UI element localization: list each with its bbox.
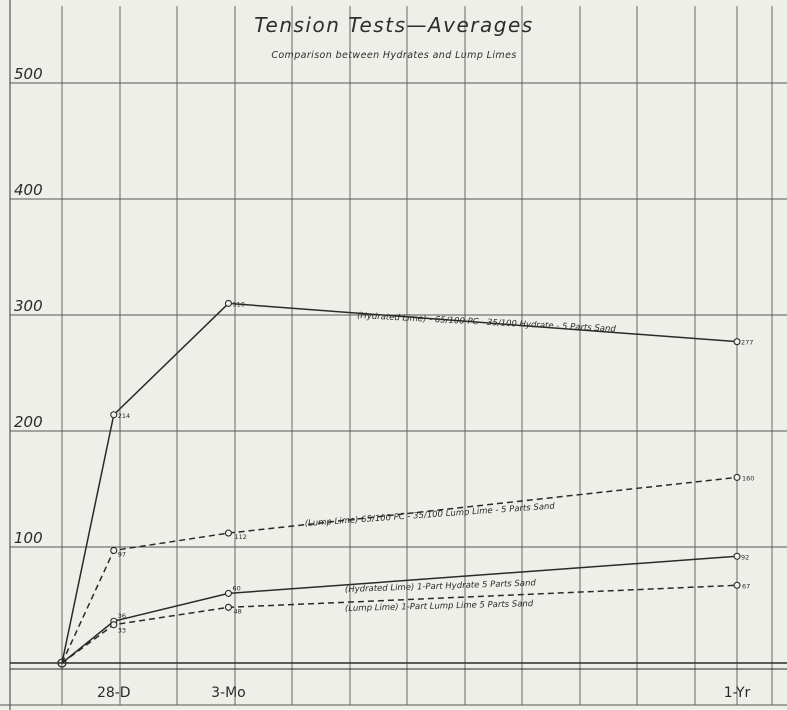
series-line [61, 555, 738, 664]
data-label: 33 [118, 627, 126, 635]
data-point [224, 589, 232, 597]
series-name-label: (Lump Lime) 1-Part Lump Lime 5 Parts San… [345, 599, 534, 614]
data-label: 214 [118, 412, 130, 420]
series-line [61, 584, 738, 664]
data-label: 310 [232, 300, 244, 308]
data-point [733, 473, 741, 481]
x-tick-label: 28-D [97, 685, 131, 701]
data-label: 97 [118, 550, 126, 558]
y-tick-label: 400 [14, 181, 43, 199]
data-point [110, 546, 118, 555]
chart-title: Tension Tests—Averages [254, 13, 533, 37]
series-line [61, 476, 738, 664]
data-point [733, 338, 741, 346]
data-label: 36 [118, 612, 126, 620]
origin-point [57, 658, 67, 668]
series-line [61, 302, 738, 664]
data-label: 60 [232, 584, 240, 592]
y-tick-label: 200 [14, 413, 43, 431]
data-point [224, 529, 232, 537]
data-point [110, 411, 118, 419]
data-point [733, 581, 741, 589]
series-name-label: (Hydrated Lime) - 65/100 PC - 35/100 Hyd… [357, 311, 617, 335]
data-label: 112 [234, 533, 246, 541]
data-label: 67 [742, 582, 750, 590]
x-tick-label: 1-Yr [724, 685, 751, 701]
data-point [733, 552, 741, 560]
data-label: 277 [741, 339, 753, 347]
data-label: 48 [233, 607, 241, 615]
y-tick-label: 100 [14, 529, 43, 547]
series-name-label: (Hydrated Lime) 1-Part Hydrate 5 Parts S… [345, 578, 537, 595]
y-tick-label: 500 [14, 65, 43, 83]
data-label: 160 [742, 474, 754, 482]
data-point [110, 621, 118, 629]
data-label: 92 [741, 553, 749, 561]
data-point [224, 299, 232, 307]
series-name-label: (Lump Lime) 65/100 PC - 35/100 Lump Lime… [305, 501, 556, 528]
x-tick-label: 3-Mo [211, 685, 246, 701]
chart-subtitle: Comparison between Hydrates and Lump Lim… [271, 50, 516, 61]
data-point [224, 603, 232, 611]
y-tick-label: 300 [14, 297, 43, 315]
